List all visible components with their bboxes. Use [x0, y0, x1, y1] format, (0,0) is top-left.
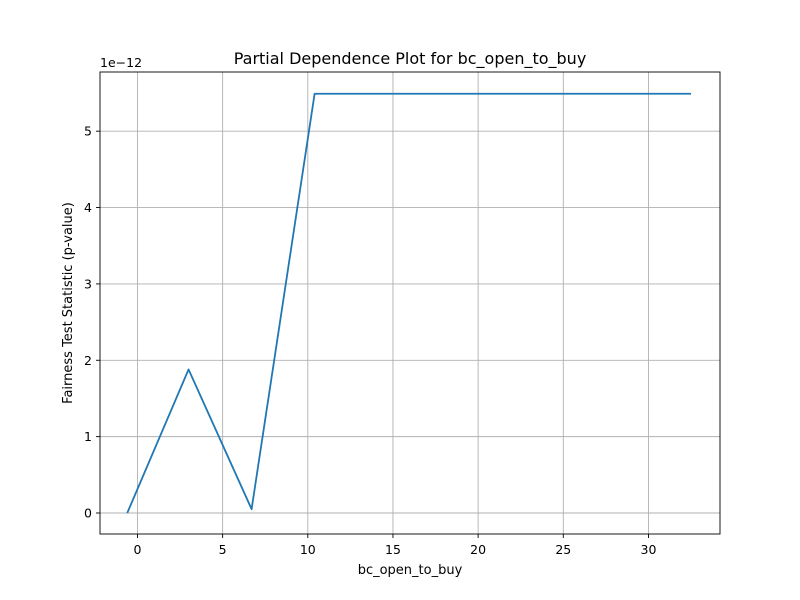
y-tick-label: 0 — [84, 506, 92, 521]
x-tick-label: 30 — [641, 542, 657, 557]
y-axis-ticks: 0 1 2 3 4 5 — [84, 124, 100, 521]
x-tick-label: 20 — [470, 542, 486, 557]
series-line — [126, 92, 692, 514]
x-axis-ticks: 0 5 10 15 20 25 30 — [133, 534, 656, 557]
x-tick-label: 25 — [555, 542, 571, 557]
y-tick-label: 1 — [84, 429, 92, 444]
x-tick-label: 5 — [219, 542, 227, 557]
y-tick-label: 5 — [84, 124, 92, 139]
x-tick-label: 10 — [300, 542, 316, 557]
x-tick-label: 15 — [385, 542, 401, 557]
x-axis-label: bc_open_to_buy — [358, 563, 463, 578]
grid — [100, 72, 720, 534]
chart-title: Partial Dependence Plot for bc_open_to_b… — [234, 49, 587, 69]
y-axis-offset-label: 1e−12 — [100, 55, 142, 70]
y-tick-label: 3 — [84, 276, 92, 291]
plot-frame — [99, 71, 721, 535]
x-tick-label: 0 — [133, 542, 141, 557]
series-layer — [126, 92, 692, 514]
y-tick-label: 4 — [84, 200, 92, 215]
y-tick-label: 2 — [84, 353, 92, 368]
y-axis-label: Fairness Test Statistic (p-value) — [61, 202, 76, 404]
